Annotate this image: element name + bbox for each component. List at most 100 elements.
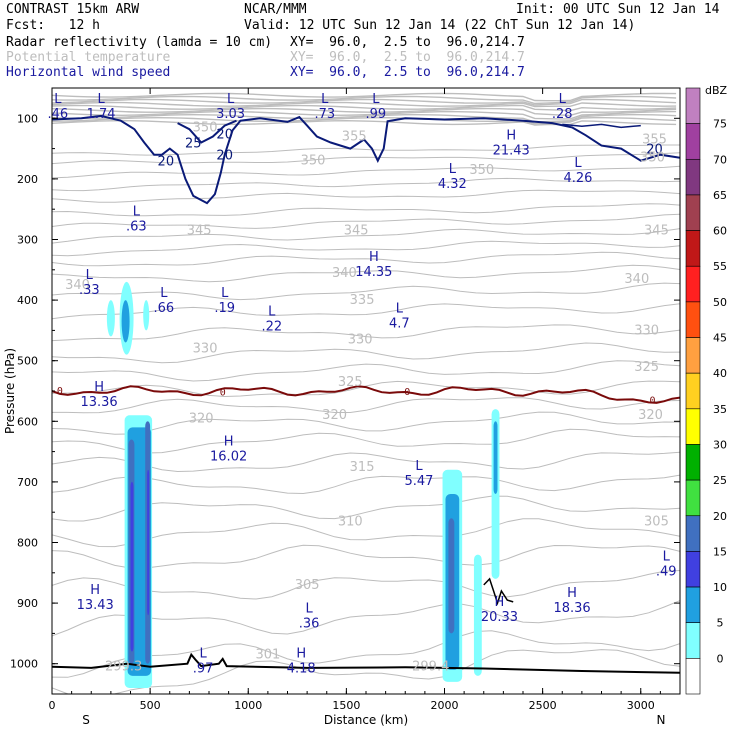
theta-isentrope [52, 98, 677, 106]
theta-label: 305 [644, 514, 669, 529]
theta-isentrope [52, 165, 680, 179]
extremum-type: L [321, 92, 329, 107]
colorbar-level: 50 [713, 296, 727, 309]
reflectivity-cell [121, 300, 130, 343]
extremum-marker: L4.26 [563, 156, 592, 186]
theta-label: 320 [189, 411, 214, 426]
colorbar-swatch [685, 87, 701, 124]
colorbar-swatch [685, 479, 701, 517]
theta-label: 340 [624, 272, 649, 287]
extremum-value: .22 [261, 319, 282, 334]
theta-isentrope [52, 600, 680, 637]
theta-label: 305 [295, 578, 320, 593]
colorbar-swatch [685, 515, 701, 552]
theta-isentrope [52, 570, 680, 600]
theta-isentrope [52, 397, 680, 414]
colorbar-swatch [685, 408, 701, 445]
field-reflectivity-name: Radar reflectivity (lamda = 10 cm) [6, 35, 273, 50]
wind-speed-contour [52, 114, 680, 205]
theta-isentrope [52, 189, 680, 203]
theta-label: 350 [301, 154, 326, 169]
y-tick-label: 700 [17, 476, 38, 489]
extremum-type: H [567, 586, 577, 601]
colorbar-level: 10 [713, 581, 727, 594]
extremum-marker: L.36 [299, 601, 320, 631]
theta-label: 330 [348, 332, 373, 347]
extremum-type: L [396, 301, 404, 316]
theta-label: 301 [255, 648, 280, 663]
extremum-marker: H20.33 [481, 595, 518, 625]
colorbar-swatch [685, 123, 701, 160]
colorbar-swatch [685, 658, 701, 695]
theta-isentrope [52, 282, 680, 301]
theta-isentrope [52, 213, 680, 229]
forecast-hour: Fcst: 12 h [6, 18, 100, 33]
wind-contour-label: 20 [646, 143, 663, 158]
theta-isentrope [52, 360, 680, 382]
reflectivity-cell [106, 300, 115, 337]
extremum-value: .36 [299, 616, 320, 631]
field-wind-xy: XY= 96.0, 2.5 to 96.0,214.7 [290, 65, 525, 80]
colorbar-level: 20 [713, 510, 727, 523]
theta-isentrope [52, 380, 680, 398]
extremum-value: 21.43 [493, 144, 530, 159]
theta-label: 335 [350, 293, 375, 308]
theta-label: 350 [193, 120, 218, 135]
colorbar-level: 65 [713, 189, 727, 202]
extremum-value: 4.18 [287, 662, 316, 677]
theta-label: 315 [350, 460, 375, 475]
extremum-value: 5.47 [405, 474, 434, 489]
extremum-marker: H21.43 [493, 129, 530, 159]
extremum-marker: L.28 [552, 92, 573, 122]
wind-speed-contour [177, 119, 237, 144]
extremum-marker: L.66 [154, 286, 175, 316]
freezing-level-label: 0 [650, 395, 656, 406]
extremum-marker: L.63 [126, 204, 147, 234]
init-time: Init: 00 UTC Sun 12 Jan 14 [516, 2, 720, 17]
extremum-value: .28 [552, 107, 573, 122]
theta-label: 299.3 [105, 660, 142, 675]
reflectivity-core [147, 469, 150, 616]
extremum-marker: L.33 [79, 268, 100, 298]
theta-label: 345 [344, 223, 369, 238]
colorbar-level: 55 [713, 260, 727, 273]
extremum-value: .33 [79, 283, 100, 298]
reflectivity-core [130, 481, 134, 652]
theta-isentrope [52, 92, 677, 102]
theta-isentrope [52, 251, 680, 267]
x-tick-label: 500 [140, 699, 161, 712]
theta-label: 340 [65, 278, 90, 293]
field-wind-name: Horizontal wind speed [6, 65, 171, 80]
extremum-marker: L1.74 [87, 92, 116, 122]
extremum-value: 4.7 [389, 316, 410, 331]
extremum-type: L [415, 459, 423, 474]
theta-label: 350 [640, 151, 665, 166]
extremum-marker: L4.32 [438, 162, 467, 192]
theta-label: 355 [342, 129, 367, 144]
theta-isentrope [52, 203, 680, 217]
extremum-marker: H16.02 [210, 435, 247, 465]
wind-speed-contour [483, 577, 514, 606]
extremum-value: .73 [314, 107, 335, 122]
theta-label: 325 [338, 375, 363, 390]
theta-label: 320 [638, 408, 663, 423]
extremum-value: 16.02 [210, 450, 247, 465]
theta-isentrope [52, 152, 680, 165]
extremum-value: .63 [126, 219, 147, 234]
extremum-marker: L.99 [365, 92, 386, 122]
extremum-type: L [227, 92, 235, 107]
theta-isentrope [52, 495, 680, 522]
extremum-value: 13.43 [77, 598, 114, 613]
freezing-level-line [52, 385, 680, 404]
reflectivity-core [493, 421, 498, 495]
extremum-type: L [449, 162, 457, 177]
extremum-marker: L.73 [314, 92, 335, 122]
colorbar-level: 40 [713, 367, 727, 380]
wind-contour-label: 20 [216, 127, 233, 142]
colorbar-unit: dBZ [705, 84, 728, 97]
theta-label: 330 [193, 342, 218, 357]
theta-isentrope [52, 324, 680, 342]
extremum-type: L [372, 92, 380, 107]
extremum-value: .99 [365, 107, 386, 122]
extremum-type: L [574, 156, 582, 171]
